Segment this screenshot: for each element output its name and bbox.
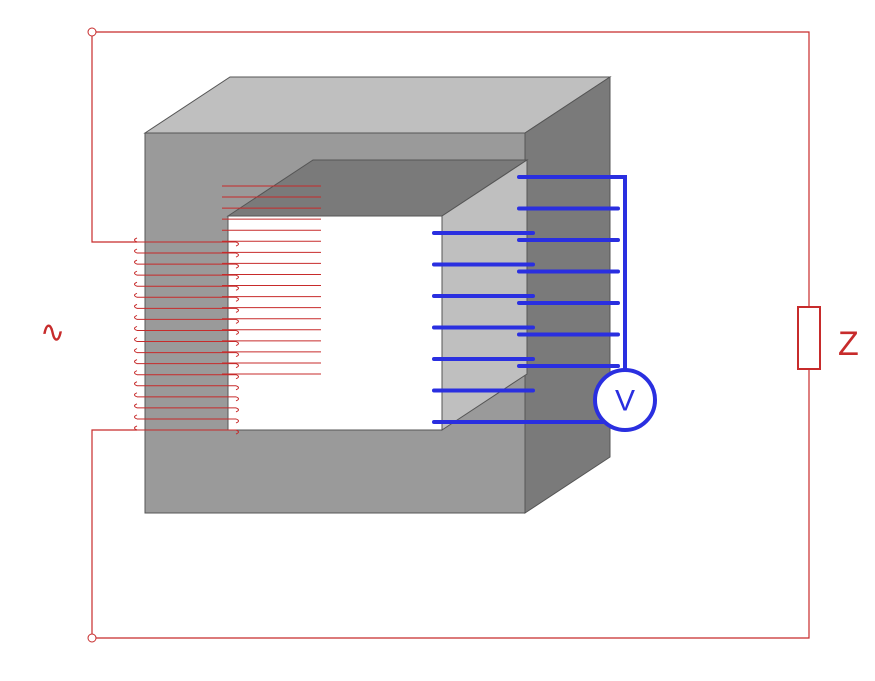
load-label: Z [838,325,859,364]
transformer-diagram: V ∿ Z [0,0,875,681]
ac-source-symbol: ∿ [40,315,65,350]
load-impedance-icon [798,307,820,369]
diagram-svg: V [0,0,875,681]
voltmeter-label: V [615,385,635,418]
